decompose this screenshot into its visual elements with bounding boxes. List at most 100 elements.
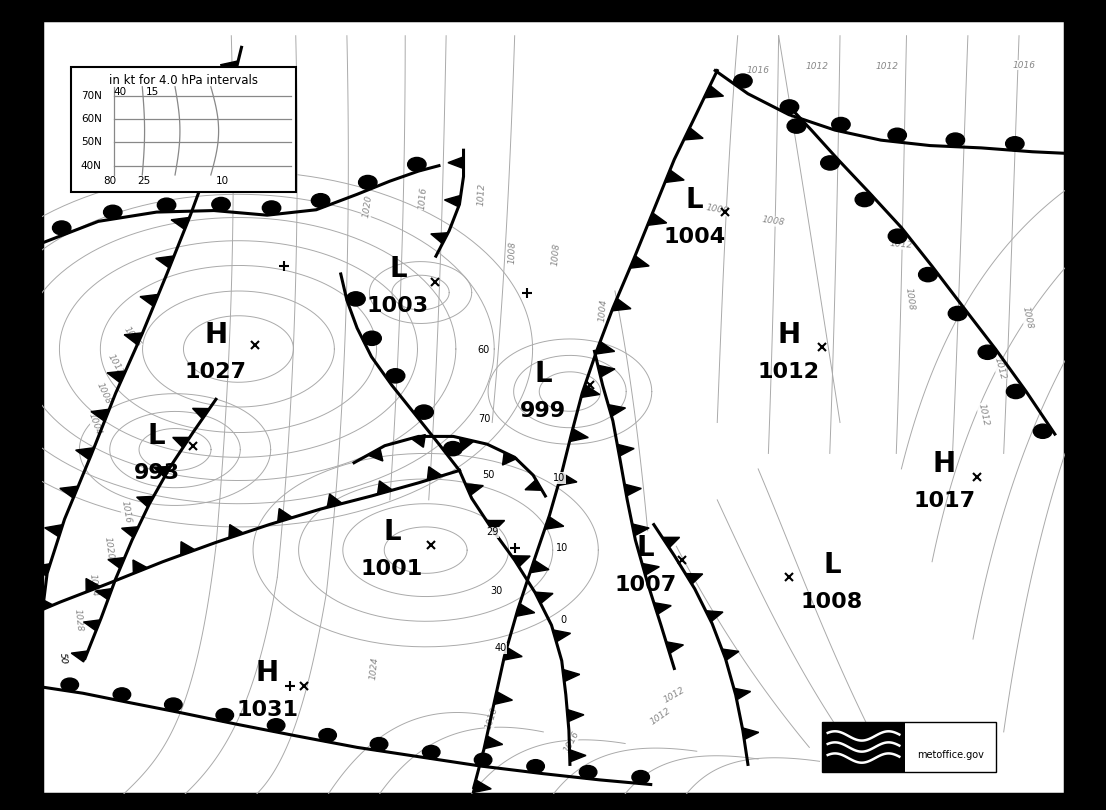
Text: 1012: 1012 [662,686,687,706]
Text: 25: 25 [138,176,150,185]
Polygon shape [598,365,615,377]
Polygon shape [133,560,147,573]
Text: 50N: 50N [81,138,102,147]
Polygon shape [581,385,599,398]
Circle shape [319,728,336,742]
Polygon shape [647,213,667,225]
Text: 1008: 1008 [508,241,518,264]
Circle shape [113,688,131,701]
Polygon shape [122,526,138,538]
Polygon shape [503,647,522,660]
Text: 1024: 1024 [87,573,100,597]
Polygon shape [535,592,553,603]
Polygon shape [665,170,685,182]
Circle shape [832,117,851,131]
Circle shape [312,194,330,207]
Circle shape [978,345,997,360]
Text: 1012: 1012 [992,356,1006,381]
Circle shape [363,331,382,345]
Text: 1016: 1016 [119,499,133,523]
Polygon shape [327,494,343,507]
Polygon shape [86,578,101,592]
Polygon shape [377,481,393,494]
Polygon shape [567,710,584,722]
Circle shape [821,156,839,170]
Polygon shape [75,448,94,460]
Polygon shape [472,780,491,793]
Text: 1007: 1007 [615,575,677,595]
Text: 1008: 1008 [762,215,785,228]
Polygon shape [278,509,292,522]
Text: L: L [823,551,841,579]
Circle shape [919,267,938,282]
Polygon shape [140,294,158,306]
Text: 1031: 1031 [236,701,299,720]
Circle shape [1005,137,1024,151]
Circle shape [408,157,426,172]
Text: 29: 29 [486,527,499,537]
Text: 50: 50 [482,470,494,480]
Text: 1016: 1016 [122,326,143,349]
Polygon shape [427,467,442,480]
Text: 1020: 1020 [103,535,115,560]
Circle shape [216,709,233,722]
Text: in kt for 4.0 hPa intervals: in kt for 4.0 hPa intervals [108,75,258,87]
Text: L: L [383,518,400,546]
Polygon shape [570,749,586,762]
Circle shape [346,292,365,306]
Text: 40: 40 [113,87,126,96]
Circle shape [262,201,281,215]
Polygon shape [705,85,723,98]
Text: 1016: 1016 [563,729,582,753]
Text: H: H [205,321,228,349]
Polygon shape [487,521,504,531]
Polygon shape [210,100,229,113]
Text: L: L [534,360,552,388]
Polygon shape [27,603,43,616]
Bar [822,722,995,772]
Polygon shape [199,139,217,152]
Text: 10: 10 [555,543,567,552]
Polygon shape [84,620,101,631]
Polygon shape [60,486,79,498]
Text: L: L [148,422,166,450]
Polygon shape [32,564,50,576]
Polygon shape [563,669,580,682]
Polygon shape [544,517,564,529]
Text: 70: 70 [478,415,490,424]
Polygon shape [107,371,126,383]
Polygon shape [459,438,474,450]
Polygon shape [630,256,649,268]
Text: 1017: 1017 [914,492,975,511]
Polygon shape [95,589,112,599]
Polygon shape [662,537,679,548]
Polygon shape [525,480,542,490]
Circle shape [781,100,799,113]
Text: 993: 993 [134,463,179,483]
Circle shape [104,205,122,220]
Text: 60: 60 [478,345,490,355]
Text: metoffice.gov: metoffice.gov [917,749,984,760]
Circle shape [946,133,964,147]
Text: 1012: 1012 [876,62,898,71]
Circle shape [888,229,907,243]
Polygon shape [367,449,383,461]
Polygon shape [180,542,195,555]
Polygon shape [515,603,534,616]
Polygon shape [641,564,659,575]
Polygon shape [617,444,634,456]
Text: 70N: 70N [81,91,102,101]
Text: 1020: 1020 [362,194,374,218]
Text: 1012: 1012 [806,62,830,71]
Polygon shape [192,408,209,419]
Polygon shape [706,611,723,622]
Polygon shape [186,179,204,191]
Polygon shape [44,525,63,537]
Polygon shape [71,651,88,662]
Polygon shape [466,484,483,496]
Circle shape [165,698,182,711]
Polygon shape [108,557,125,569]
Text: 1008: 1008 [706,203,729,216]
Polygon shape [608,405,626,416]
Text: 1016: 1016 [1013,61,1035,70]
